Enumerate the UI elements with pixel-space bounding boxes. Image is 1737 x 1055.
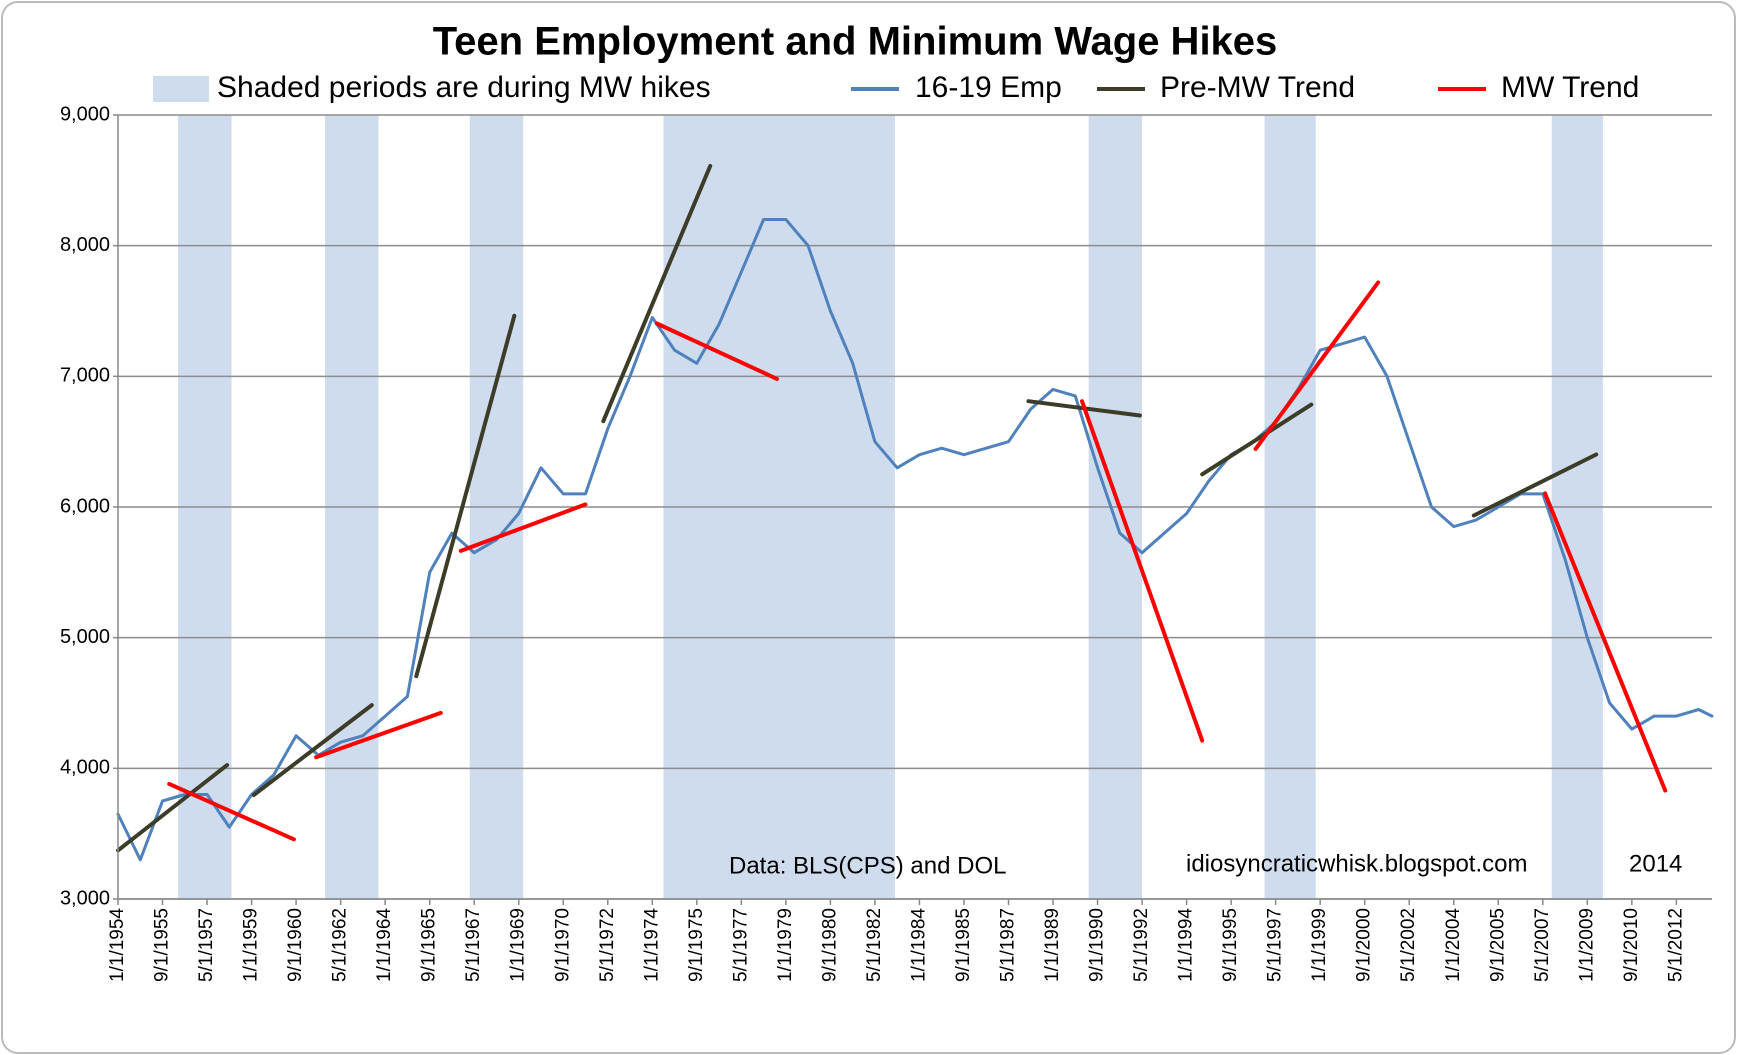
x-tick-label: 1/1/2009 bbox=[1576, 908, 1597, 982]
x-tick-label: 1/1/1974 bbox=[641, 908, 662, 982]
x-tick-label: 5/1/2012 bbox=[1665, 908, 1686, 982]
chart-title: Teen Employment and Minimum Wage Hikes bbox=[433, 20, 1278, 64]
x-tick-label: 9/1/2005 bbox=[1487, 908, 1508, 982]
annotation: Data: BLS(CPS) and DOL bbox=[729, 852, 1006, 879]
x-tick-label: 5/1/1987 bbox=[998, 908, 1019, 982]
x-tick-label: 1/1/1959 bbox=[241, 908, 262, 982]
legend-label: MW Trend bbox=[1501, 71, 1639, 104]
x-tick-label: 9/1/1955 bbox=[152, 908, 173, 982]
x-tick-label: 9/1/1980 bbox=[819, 908, 840, 982]
series-line bbox=[116, 218, 1714, 862]
x-tick-label: 1/1/1964 bbox=[374, 908, 395, 982]
x-tick-label: 9/1/1985 bbox=[953, 908, 974, 982]
x-tick-label: 1/1/1979 bbox=[775, 908, 796, 982]
x-tick-label: 5/1/1977 bbox=[730, 908, 751, 982]
x-tick-label: 9/1/2010 bbox=[1621, 908, 1642, 982]
x-tick-label: 5/1/1997 bbox=[1265, 908, 1286, 982]
x-tick-label: 9/1/1975 bbox=[686, 908, 707, 982]
series-line bbox=[167, 280, 1668, 842]
x-tick-label: 1/1/1989 bbox=[1042, 908, 1063, 982]
x-tick-label: 1/1/1999 bbox=[1309, 908, 1330, 982]
y-tick-label: 9,000 bbox=[60, 103, 110, 125]
x-tick-label: 5/1/2007 bbox=[1532, 908, 1553, 982]
x-tick-label: 9/1/1990 bbox=[1087, 908, 1108, 982]
annotation: 2014 bbox=[1629, 850, 1682, 877]
x-tick-label: 5/1/1972 bbox=[597, 908, 618, 982]
y-tick-label: 6,000 bbox=[60, 495, 110, 517]
x-tick-label: 5/1/1992 bbox=[1131, 908, 1152, 982]
x-tick-label: 5/1/1962 bbox=[330, 908, 351, 982]
y-tick-label: 4,000 bbox=[60, 757, 110, 779]
legend-label: Shaded periods are during MW hikes bbox=[217, 71, 711, 104]
x-tick-label: 5/1/1982 bbox=[864, 908, 885, 982]
annotation: idiosyncraticwhisk.blogspot.com bbox=[1186, 850, 1527, 877]
y-tick-label: 7,000 bbox=[60, 365, 110, 387]
x-tick-label: 1/1/2004 bbox=[1443, 908, 1464, 982]
x-tick-label: 9/1/1960 bbox=[285, 908, 306, 982]
x-tick-label: 9/1/2000 bbox=[1354, 908, 1375, 982]
legend-label: Pre-MW Trend bbox=[1160, 71, 1355, 104]
x-tick-label: 9/1/1995 bbox=[1220, 908, 1241, 982]
x-tick-label: 1/1/1969 bbox=[508, 908, 529, 982]
y-tick-label: 5,000 bbox=[60, 626, 110, 648]
x-tick-label: 9/1/1965 bbox=[419, 908, 440, 982]
x-tick-label: 5/1/2002 bbox=[1398, 908, 1419, 982]
x-tick-label: 5/1/1957 bbox=[196, 908, 217, 982]
x-tick-label: 1/1/1984 bbox=[908, 908, 929, 982]
x-tick-label: 1/1/1994 bbox=[1176, 908, 1197, 982]
x-tick-label: 5/1/1967 bbox=[463, 908, 484, 982]
x-tick-label: 9/1/1970 bbox=[552, 908, 573, 982]
legend-label: 16-19 Emp bbox=[915, 71, 1062, 104]
legend-swatch bbox=[153, 76, 209, 102]
y-tick-label: 8,000 bbox=[60, 234, 110, 256]
y-tick-label: 3,000 bbox=[60, 887, 110, 909]
x-tick-label: 1/1/1954 bbox=[107, 908, 128, 982]
